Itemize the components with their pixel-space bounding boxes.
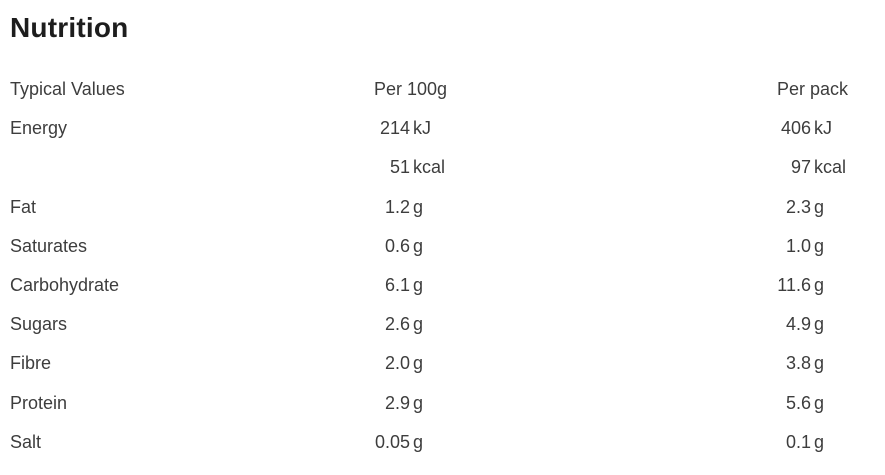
table-row: Salt 0.05 g 0.1 g <box>10 431 848 470</box>
per-pack-value: 97 kcal <box>447 156 848 178</box>
value-number: 6.1 <box>384 274 410 295</box>
table-header-row: Typical Values Per 100g Per pack <box>10 78 848 117</box>
per-pack-value: 5.6 g <box>447 392 848 414</box>
value-unit: g <box>413 353 424 374</box>
value-unit: g <box>814 196 825 217</box>
value-number: 0.6 <box>384 235 410 256</box>
column-header-per-pack: Per pack <box>776 79 848 99</box>
value-unit: g <box>413 431 424 452</box>
value-number: 11.6 <box>777 274 811 295</box>
value-number: 2.9 <box>384 392 410 413</box>
row-label: Energy <box>10 118 68 139</box>
per-pack-value: 3.8 g <box>447 352 848 374</box>
value-number: 406 <box>780 118 811 139</box>
value-number: 2.0 <box>384 353 410 374</box>
row-label: Carbohydrate <box>10 274 120 295</box>
table-row: Sugars 2.6 g 4.9 g <box>10 313 848 352</box>
per-100g-value: 0.6 g <box>327 235 447 257</box>
page-title: Nutrition <box>10 12 129 43</box>
row-label: Salt <box>10 431 42 452</box>
value-number: 0.1 <box>785 431 811 452</box>
value-number: 2.3 <box>785 196 811 217</box>
per-pack-value: 1.0 g <box>447 235 848 257</box>
value-unit: g <box>814 353 825 374</box>
row-label: Fibre <box>10 353 52 374</box>
value-number: 2.6 <box>384 314 410 335</box>
value-unit: g <box>413 314 424 335</box>
per-100g-value: 2.9 g <box>327 392 447 414</box>
value-unit: g <box>413 274 424 295</box>
per-100g-value: 2.6 g <box>327 313 447 335</box>
value-unit: g <box>814 392 825 413</box>
table-body: Energy 214 kJ 406 kJ 51 kcal 97 kcal Fat… <box>10 117 848 470</box>
value-unit: kcal <box>814 157 847 178</box>
per-100g-value: 6.1 g <box>327 274 447 296</box>
value-number: 3.8 <box>785 353 811 374</box>
row-label: Saturates <box>10 235 88 256</box>
per-100g-value: 51 kcal <box>327 156 447 178</box>
per-100g-value: 1.2 g <box>327 196 447 218</box>
nutrition-table: Typical Values Per 100g Per pack Energy … <box>0 78 885 470</box>
column-header-typical-values: Typical Values <box>10 79 125 99</box>
per-pack-value: 11.6 g <box>447 274 848 296</box>
table-row: Fat 1.2 g 2.3 g <box>10 196 848 235</box>
value-number: 214 <box>379 118 410 139</box>
value-unit: kJ <box>814 118 832 139</box>
row-label: Protein <box>10 392 68 413</box>
table-row: Carbohydrate 6.1 g 11.6 g <box>10 274 848 313</box>
value-number: 5.6 <box>785 392 811 413</box>
value-number: 0.05 <box>374 431 410 452</box>
value-unit: g <box>814 235 825 256</box>
per-pack-value: 406 kJ <box>447 117 848 139</box>
column-header-per-100g: Per 100g <box>373 79 447 99</box>
row-label: Sugars <box>10 314 68 335</box>
per-pack-value: 0.1 g <box>447 431 848 453</box>
value-unit: g <box>814 431 825 452</box>
value-number: 51 <box>389 157 410 178</box>
value-number: 97 <box>790 157 811 178</box>
table-row: Energy 214 kJ 406 kJ <box>10 117 848 156</box>
value-unit: g <box>413 196 424 217</box>
value-number: 4.9 <box>785 314 811 335</box>
per-pack-value: 4.9 g <box>447 313 848 335</box>
value-unit: kJ <box>413 118 431 139</box>
per-pack-value: 2.3 g <box>447 196 848 218</box>
value-unit: g <box>413 235 424 256</box>
per-100g-value: 0.05 g <box>327 431 447 453</box>
value-number: 1.0 <box>785 235 811 256</box>
table-row: Protein 2.9 g 5.6 g <box>10 392 848 431</box>
value-unit: g <box>814 274 825 295</box>
per-100g-value: 2.0 g <box>327 352 447 374</box>
table-row: Saturates 0.6 g 1.0 g <box>10 235 848 274</box>
value-unit: g <box>413 392 424 413</box>
row-label: Fat <box>10 196 37 217</box>
value-unit: kcal <box>413 157 446 178</box>
table-row: 51 kcal 97 kcal <box>10 156 848 195</box>
value-number: 1.2 <box>384 196 410 217</box>
value-unit: g <box>814 314 825 335</box>
per-100g-value: 214 kJ <box>327 117 447 139</box>
table-row: Fibre 2.0 g 3.8 g <box>10 352 848 391</box>
